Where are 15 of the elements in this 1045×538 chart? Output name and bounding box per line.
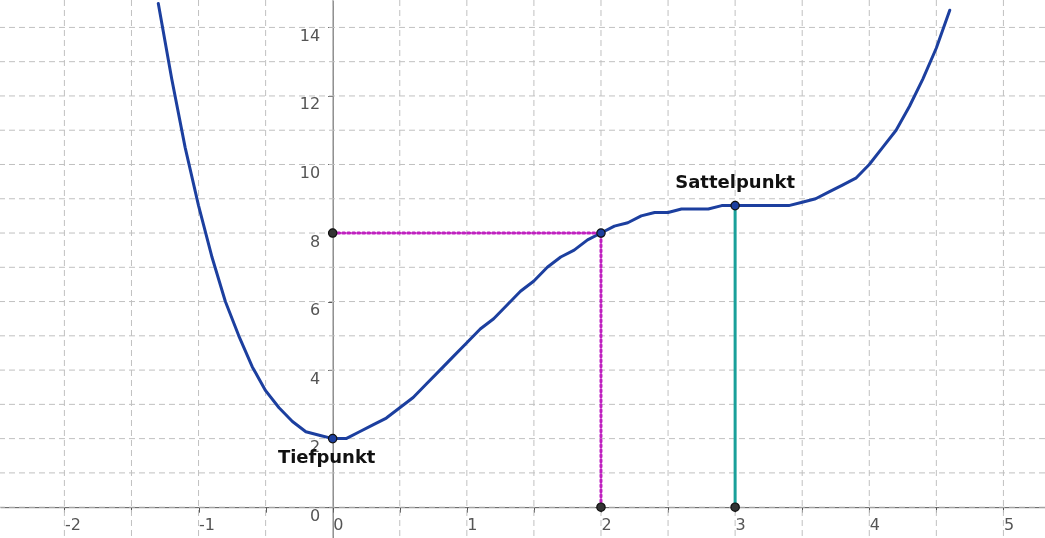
- y-tick-label: 4: [310, 368, 321, 388]
- x-tick-label: -2: [64, 514, 81, 534]
- y-tick-label: 12: [299, 94, 321, 114]
- x-tick-label: 2: [601, 514, 612, 534]
- y-tick-label: 6: [310, 300, 321, 320]
- y-tick-label: 10: [299, 162, 321, 182]
- x-tick-label: -1: [199, 514, 215, 534]
- x-tick-label: 0: [333, 514, 344, 534]
- x-tick-label: 1: [467, 514, 478, 534]
- x-tick-label: 3: [735, 514, 746, 534]
- annotation: Sattelpunkt: [675, 170, 796, 192]
- x-tick-label: 4: [869, 514, 880, 534]
- x-tick-label: 5: [1003, 514, 1015, 534]
- y-tick-label: 14: [299, 25, 321, 45]
- y-tick-label: 8: [310, 231, 321, 251]
